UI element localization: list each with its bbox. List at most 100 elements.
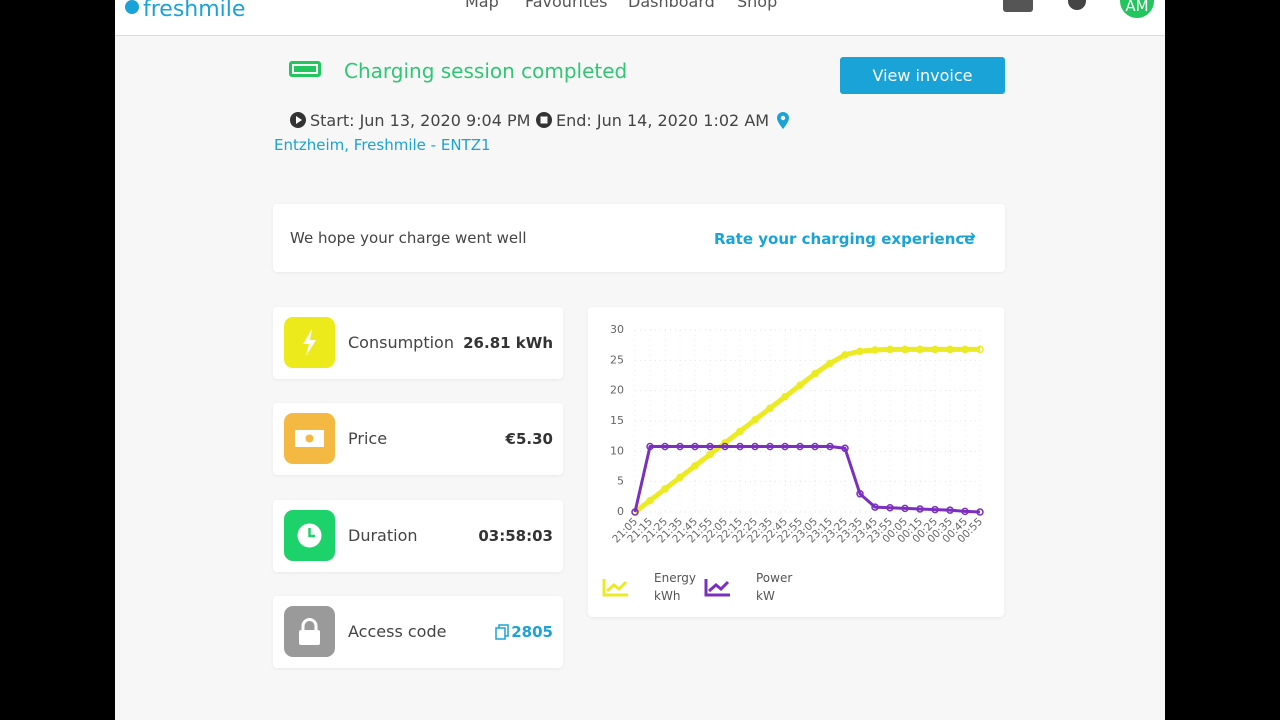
data-point — [721, 442, 729, 451]
data-point — [766, 442, 774, 451]
stat-value: 26.81 kWh — [463, 334, 553, 352]
data-point — [676, 442, 684, 451]
chart-card: 0 5 10 15 20 25 30 21:05 21:15 21:25 21:35 21:45 21:… — [588, 307, 1004, 617]
data-point — [706, 450, 714, 459]
data-point — [961, 507, 969, 516]
data-point — [901, 345, 909, 354]
legend-label: Energy — [654, 571, 696, 585]
data-point — [886, 504, 894, 512]
battery-icon — [289, 61, 321, 77]
status: Charging session completed — [344, 59, 628, 83]
data-point — [976, 345, 984, 354]
lock-icon — [284, 606, 335, 657]
stat-label: Consumption — [348, 333, 454, 352]
avatar[interactable]: AM — [1120, 0, 1154, 18]
data-point — [826, 442, 834, 451]
money-icon — [284, 413, 335, 464]
legend-label: Power — [756, 571, 792, 585]
series-line — [633, 346, 981, 514]
series-line — [633, 444, 981, 514]
cart-icon[interactable] — [1003, 0, 1033, 12]
stat-label: Access code — [348, 622, 447, 641]
page: freshmile Map Favourites Dashboard Shop … — [115, 0, 1165, 720]
location[interactable]: Entzheim, Freshmile - ENTZ1 — [274, 136, 491, 154]
pin-icon[interactable] — [777, 112, 789, 129]
nav-item[interactable]: Dashboard — [628, 0, 715, 11]
stat-card: Price €5.30 — [273, 403, 563, 475]
stop-icon — [536, 112, 552, 128]
data-point — [826, 359, 834, 368]
data-point — [811, 442, 819, 451]
settings-icon[interactable] — [1068, 0, 1086, 10]
stat-card: Consumption 26.81 kWh — [273, 307, 563, 379]
data-point — [646, 442, 654, 451]
logo[interactable]: freshmile — [143, 0, 246, 22]
data-point — [796, 442, 804, 451]
header: freshmile Map Favourites Dashboard Shop … — [115, 0, 1165, 36]
data-point — [736, 442, 744, 451]
stat-card: Access code 2805 — [273, 596, 563, 668]
data-point — [901, 504, 909, 513]
y-tick-label: 20 — [610, 384, 624, 397]
y-tick-label: 0 — [617, 505, 624, 518]
feedback-card: We hope your charge went well Rate your … — [273, 204, 1005, 272]
data-point — [796, 381, 804, 389]
data-point — [886, 345, 894, 354]
data-point — [916, 345, 924, 354]
y-tick-label: 10 — [610, 444, 624, 457]
data-point — [676, 473, 684, 482]
copy-icon[interactable] — [495, 624, 509, 640]
data-point — [661, 485, 669, 493]
y-tick-label: 25 — [610, 353, 624, 366]
end-time: End: Jun 14, 2020 1:02 AM — [556, 111, 770, 130]
legend-unit: kWh — [654, 589, 680, 603]
data-point — [631, 508, 639, 516]
rate-link[interactable]: Rate your charging experience — [714, 230, 975, 248]
data-point — [856, 490, 864, 498]
data-point — [736, 427, 744, 436]
data-point — [661, 442, 669, 451]
data-point — [946, 506, 954, 514]
data-point — [706, 442, 714, 451]
data-point — [751, 442, 759, 451]
y-tick-label: 30 — [610, 323, 624, 336]
data-point — [691, 462, 699, 470]
data-point — [931, 505, 939, 514]
nav-item[interactable]: Map — [465, 0, 499, 11]
nav-item[interactable]: Favourites — [525, 0, 608, 11]
data-point — [841, 444, 849, 453]
data-point — [781, 442, 789, 451]
data-point — [946, 345, 954, 354]
stat-value[interactable]: 2805 — [511, 623, 553, 641]
y-tick-label: 5 — [617, 475, 624, 488]
data-point — [871, 503, 879, 511]
stat-value: 03:58:03 — [478, 527, 553, 545]
data-point — [931, 345, 939, 354]
chart: 05101520253021:0521:1521:2521:3521:4521:… — [602, 323, 985, 603]
clock-icon — [284, 510, 335, 561]
arrow-icon: → — [961, 226, 977, 247]
data-point — [691, 442, 699, 451]
invoice-button[interactable]: View invoice — [840, 57, 1005, 94]
legend-unit: kW — [756, 589, 775, 603]
data-point — [766, 404, 774, 413]
y-tick-label: 15 — [610, 414, 624, 427]
start-time: Start: Jun 13, 2020 9:04 PM — [310, 111, 531, 130]
nav-item[interactable]: Shop — [737, 0, 778, 11]
bolt-icon — [284, 317, 335, 368]
data-point — [976, 508, 984, 516]
stat-label: Price — [348, 429, 388, 448]
stat-label: Duration — [348, 526, 418, 545]
data-point — [751, 416, 759, 424]
feedback-text: We hope your charge went well — [290, 229, 527, 247]
legend-icon — [602, 579, 628, 597]
data-point — [646, 496, 654, 505]
data-point — [856, 347, 864, 355]
data-point — [916, 505, 924, 513]
play-icon — [290, 112, 306, 128]
stat-card: Duration 03:58:03 — [273, 500, 563, 572]
legend-icon — [704, 579, 730, 597]
data-point — [871, 346, 879, 354]
logo-dot — [125, 0, 139, 14]
